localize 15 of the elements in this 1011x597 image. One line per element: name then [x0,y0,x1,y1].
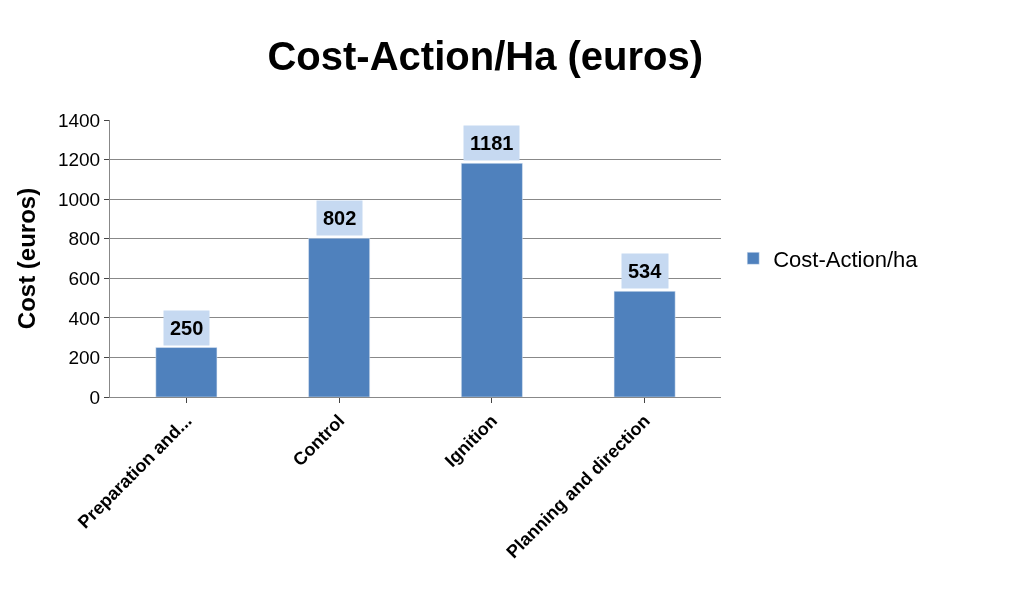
y-tick-label: 600 [68,267,101,289]
y-tick-label: 400 [68,307,101,329]
data-label: 250 [170,317,204,339]
y-tick-label: 1400 [57,109,101,131]
chart-title: Cost-Action/Ha (euros) [267,33,704,78]
legend-label: Cost-Action/ha [773,246,919,272]
y-tick-label: 800 [68,228,101,250]
data-label: 1181 [470,132,514,154]
y-tick-label: 1000 [57,188,101,210]
y-axis-title: Cost (euros) [13,187,41,330]
y-tick-label: 200 [68,347,101,369]
y-tick-label: 0 [89,386,101,408]
data-label: 802 [323,207,357,229]
data-label: 534 [628,260,663,282]
y-tick-label: 1200 [57,149,101,171]
